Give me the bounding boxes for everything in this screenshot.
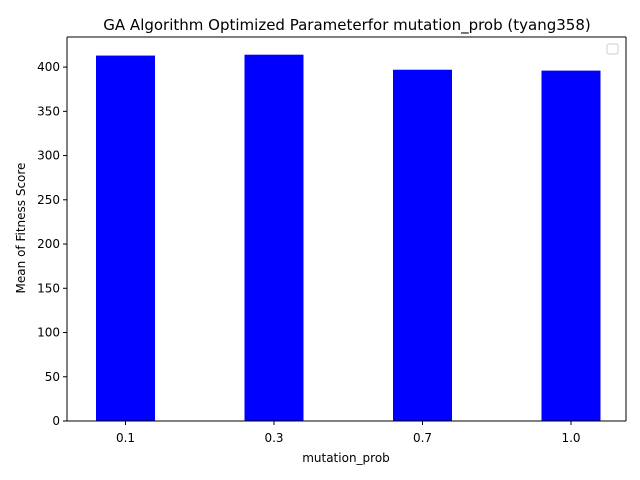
plot-area: 0 50 100 150 200 250 300 350 400 0.1 0.3 0.7 1.0 (37, 36, 627, 445)
y-tick-label: 250 (37, 193, 60, 207)
y-tick-label: 100 (37, 326, 60, 340)
y-tick-label: 400 (37, 60, 60, 74)
x-tick-label: 0.1 (116, 431, 135, 445)
bar-0.3 (244, 54, 304, 421)
y-tick-label: 200 (37, 237, 60, 251)
y-tick-label: 50 (45, 370, 60, 384)
y-tick-label: 0 (52, 414, 60, 428)
bar-0.7 (393, 69, 452, 421)
chart-title: GA Algorithm Optimized Parameterfor muta… (103, 16, 590, 35)
y-tick-label: 350 (37, 104, 60, 118)
x-axis-label: mutation_prob (302, 451, 390, 465)
x-tick-label: 0.3 (264, 431, 283, 445)
y-axis-label: Mean of Fitness Score (14, 163, 28, 294)
bar-1.0 (541, 70, 601, 421)
x-tick-label: 1.0 (561, 431, 580, 445)
y-tick-label: 150 (37, 281, 60, 295)
x-tick-label: 0.7 (413, 431, 432, 445)
y-tick-label: 300 (37, 149, 60, 163)
legend-box (606, 43, 619, 55)
bar-0.1 (96, 55, 155, 421)
